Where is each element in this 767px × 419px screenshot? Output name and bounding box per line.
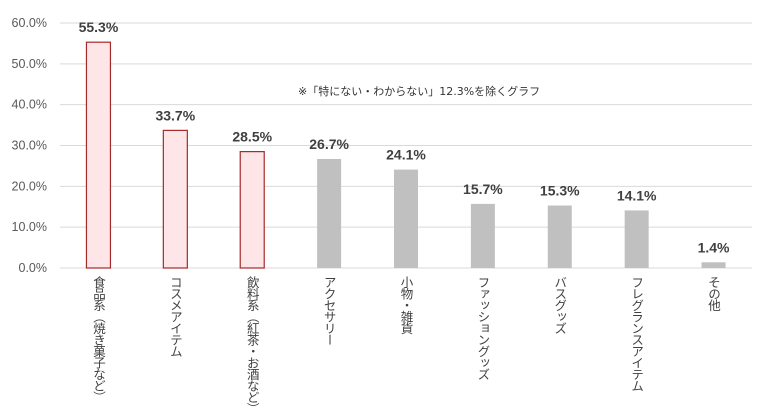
- y-tick-label: 30.0%: [12, 139, 47, 153]
- data-label: 28.5%: [232, 129, 272, 145]
- category-label: その他: [706, 276, 721, 311]
- category-label: 小物・雑貨: [399, 276, 414, 335]
- data-label: 24.1%: [386, 147, 426, 163]
- bar: [470, 203, 495, 268]
- data-label: 1.4%: [698, 239, 730, 255]
- data-label: 14.1%: [617, 187, 657, 203]
- chart-annotation: ※「特にない・わからない」12.3%を除くグラフ: [298, 84, 540, 98]
- category-label: コスメアイテム: [168, 276, 183, 357]
- bars: [85, 41, 726, 269]
- data-label: 33.7%: [155, 107, 195, 123]
- y-tick-label: 10.0%: [12, 220, 47, 234]
- y-tick-label: 0.0%: [19, 261, 48, 275]
- bar: [394, 169, 418, 268]
- category-label: ファッショングッズ: [475, 276, 490, 380]
- category-label: フレグランスアイテム: [629, 276, 644, 392]
- data-label: 55.3%: [79, 19, 119, 35]
- category-label: バスグッズ: [552, 276, 567, 334]
- category-labels: 食品系（焼き菓子など） コスメアイテム 飲料系（紅茶・お酒など） アクセサリー 小物・雑…: [91, 275, 721, 414]
- bar: [85, 41, 112, 269]
- y-tick-label: 40.0%: [12, 98, 47, 112]
- category-label: 飲料系（紅茶・お酒など）: [245, 275, 260, 414]
- data-label: 15.7%: [463, 181, 503, 197]
- category-label: 食品系（焼き菓子など）: [91, 275, 106, 403]
- data-labels: 55.3% 33.7% 28.5% 26.7% 24.1% 15.7% 15.3% 14.1%…: [79, 19, 730, 255]
- bar: [701, 262, 726, 268]
- bar: [547, 205, 572, 268]
- data-label: 15.3%: [540, 183, 580, 199]
- bar: [239, 151, 265, 269]
- y-tick-label: 20.0%: [12, 179, 47, 193]
- data-label: 26.7%: [309, 136, 349, 152]
- y-tick-label: 50.0%: [12, 57, 47, 71]
- category-label: アクセサリー: [322, 276, 337, 345]
- y-tick-label: 60.0%: [12, 16, 47, 30]
- y-axis-tick-labels: 0.0% 10.0% 20.0% 30.0% 40.0% 50.0% 60.0%: [12, 16, 47, 275]
- bar: [624, 210, 649, 268]
- bar: [317, 158, 342, 268]
- bar: [162, 129, 188, 269]
